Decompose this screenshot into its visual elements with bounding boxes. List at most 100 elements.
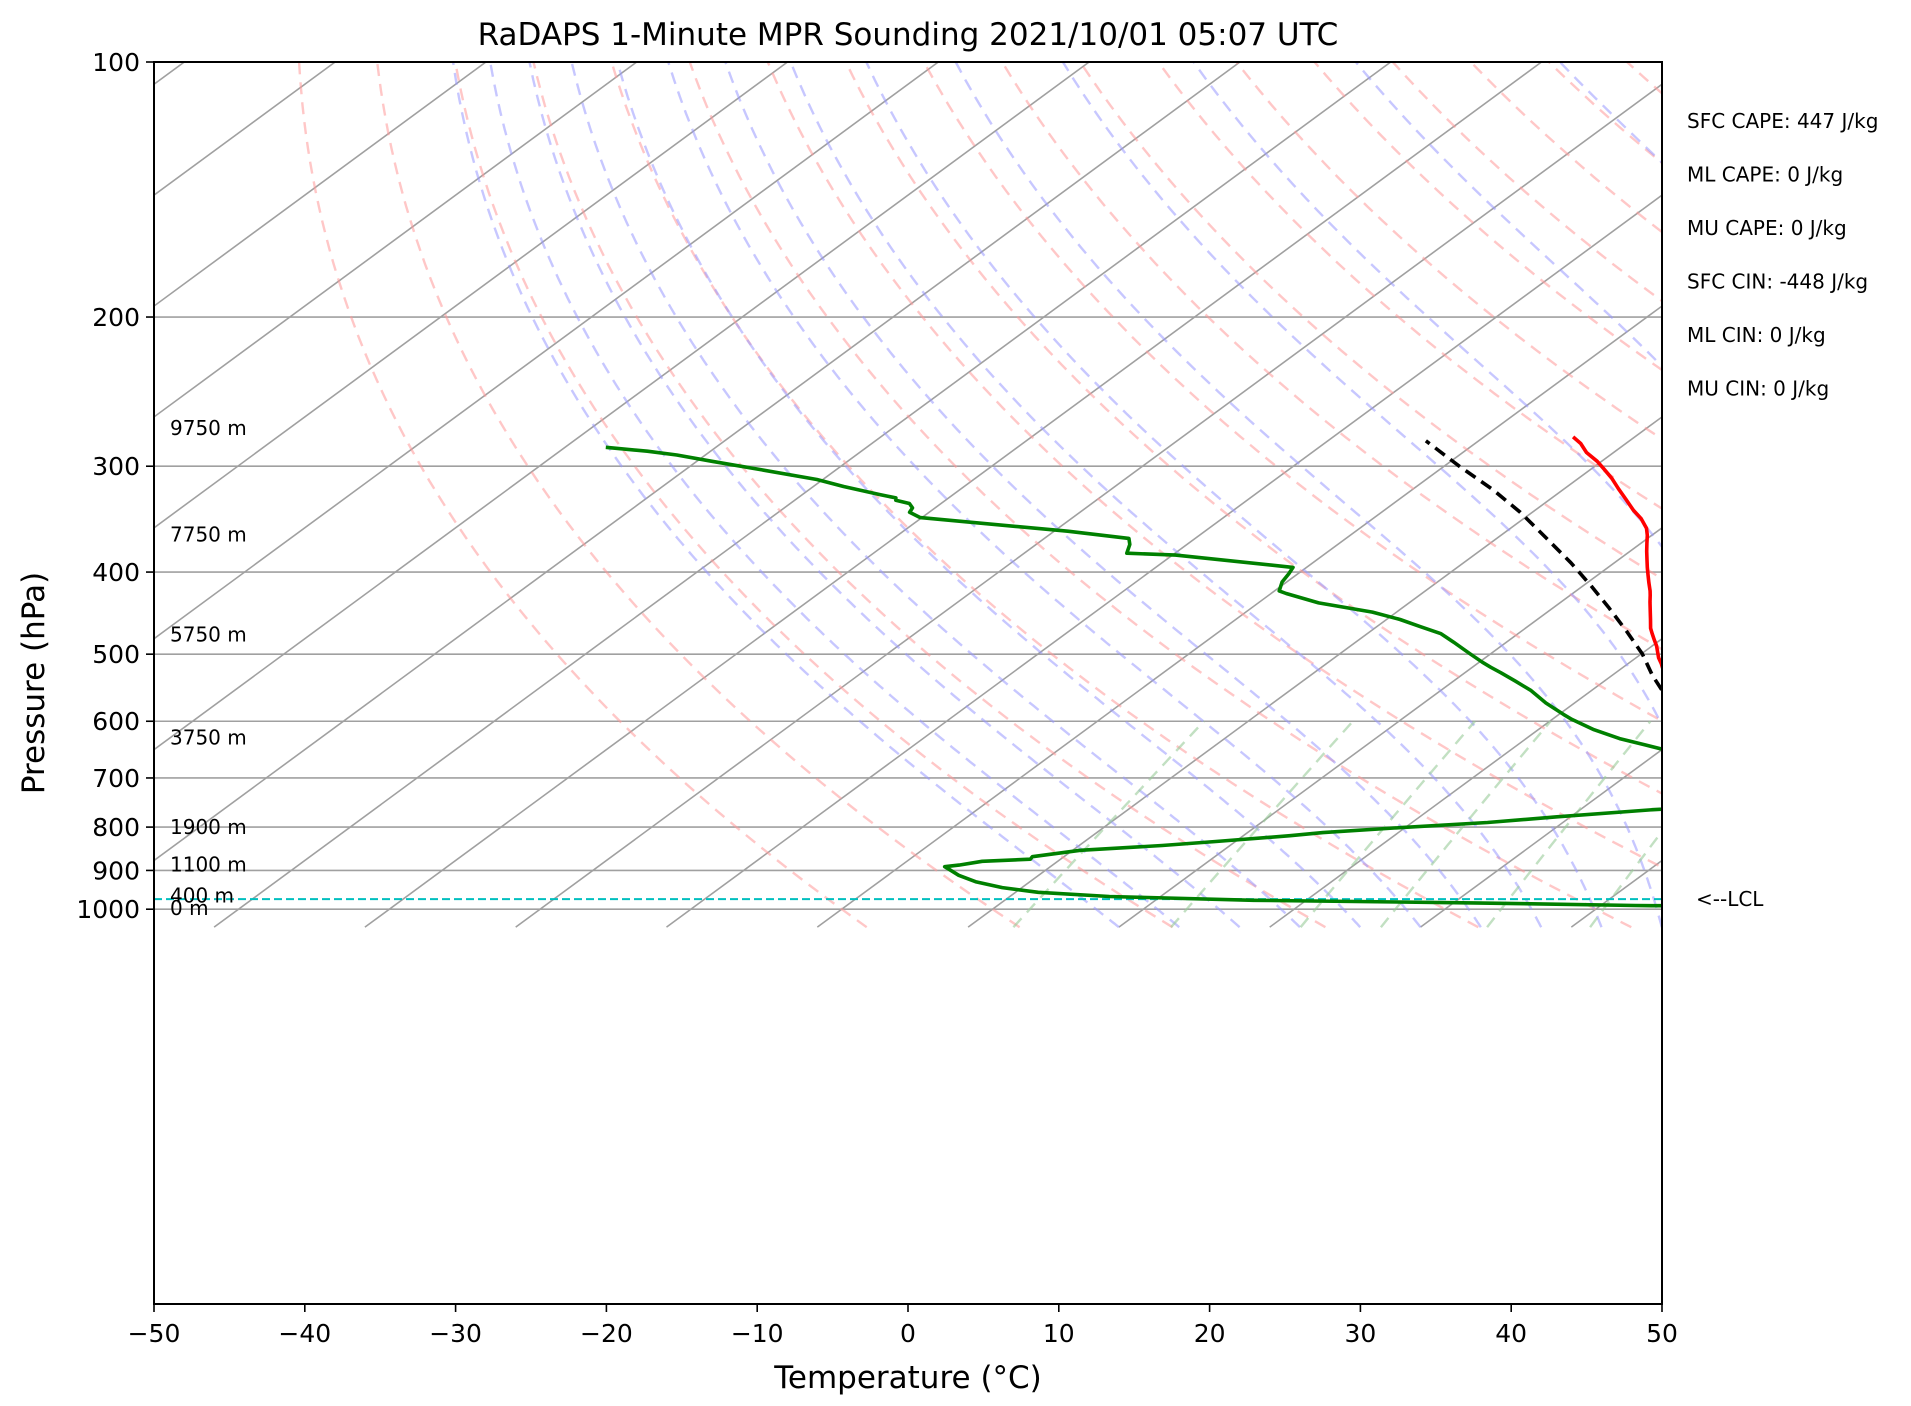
height-label: 1100 m	[170, 853, 247, 877]
height-label: 9750 m	[170, 416, 247, 440]
height-label: 0 m	[170, 896, 209, 920]
x-tick-label: −50	[128, 1319, 181, 1348]
mixing-ratio-line	[1379, 720, 1552, 928]
isotherm	[154, 62, 939, 640]
moist-adiabat	[1814, 62, 1911, 927]
height-label: 400 m	[170, 884, 234, 908]
dewpoint-line	[605, 445, 1662, 908]
mixing-ratio-line	[1589, 829, 1662, 928]
isotherm	[816, 305, 1662, 928]
y-tick-label: 1000	[76, 895, 140, 924]
data-series	[605, 435, 1662, 908]
dry-adiabat	[766, 62, 1662, 869]
isotherm	[154, 62, 336, 197]
x-tick-label: 10	[1043, 1319, 1075, 1348]
stat-line: SFC CIN: -448 J/kg	[1687, 270, 1868, 294]
isotherm	[967, 415, 1662, 928]
isotherm	[154, 62, 638, 418]
isotherm	[213, 62, 1392, 928]
isotherm	[154, 62, 788, 529]
dry-adiabat	[1391, 62, 1662, 303]
stat-line: ML CAPE: 0 J/kg	[1687, 163, 1843, 187]
isotherm	[154, 62, 487, 308]
temperature-line	[1571, 435, 1662, 673]
y-tick-label: 700	[92, 764, 140, 793]
stat-line: SFC CAPE: 447 J/kg	[1687, 109, 1878, 133]
y-tick-label: 200	[92, 303, 140, 332]
dry-adiabat	[688, 62, 1632, 929]
x-tick-label: −20	[580, 1319, 633, 1348]
x-tick-label: −10	[731, 1319, 784, 1348]
stat-line: MU CIN: 0 J/kg	[1687, 377, 1829, 401]
x-tick-label: −30	[429, 1319, 482, 1348]
y-axis-label: Pressure (hPa)	[16, 572, 52, 794]
height-label: 3750 m	[170, 726, 247, 750]
dry-adiabat	[1313, 62, 1662, 372]
x-tick-label: 30	[1344, 1319, 1376, 1348]
dry-adiabat	[1469, 62, 1662, 234]
isotherm	[154, 62, 1090, 751]
y-tick-label: 800	[92, 813, 140, 842]
height-label: 7750 m	[170, 522, 247, 546]
dry-adiabat	[844, 62, 1662, 795]
x-tick-label: 40	[1495, 1319, 1527, 1348]
chart-title: RaDAPS 1-Minute MPR Sounding 2021/10/01 …	[478, 17, 1339, 53]
height-label: 1900 m	[170, 815, 247, 839]
dry-adiabat	[1235, 62, 1662, 441]
moist-adiabat	[865, 62, 1603, 928]
axis-ticks: −50 −40 −30 −20 −10 0 10 20 30 40 50 100 200 300 400 50…	[76, 48, 1678, 1348]
dry-adiabat	[922, 62, 1662, 723]
dry-adiabat	[610, 62, 1479, 929]
mixing-ratio-line	[1486, 720, 1652, 928]
height-label: 5750 m	[170, 622, 247, 646]
dry-adiabat	[532, 62, 1326, 929]
dry-adiabat	[1157, 62, 1662, 511]
dry-adiabat	[1705, 62, 1911, 927]
y-tick-label: 100	[92, 48, 140, 77]
y-tick-label: 600	[92, 707, 140, 736]
plot-frame	[153, 61, 1663, 1305]
isotherm	[364, 62, 1542, 928]
isotherm	[666, 194, 1662, 928]
mixing-ratio-line	[1751, 721, 1897, 927]
isotherm	[154, 62, 185, 86]
x-axis-label: Temperature (°C)	[773, 1360, 1042, 1396]
mixing-ratio-line	[1299, 720, 1476, 928]
dry-adiabat	[1626, 62, 1662, 95]
lcl-label: <--LCL	[1696, 887, 1764, 911]
isotherm	[1722, 62, 1911, 927]
stats-panel: SFC CAPE: 447 J/kg ML CAPE: 0 J/kg MU CAPE…	[1687, 109, 1878, 401]
stat-line: ML CIN: 0 J/kg	[1687, 323, 1826, 347]
mixing-ratio-line	[1851, 721, 1911, 927]
moist-adiabat	[789, 62, 1543, 928]
parcel-line	[1424, 439, 1662, 694]
moist-adiabat	[451, 62, 1120, 929]
mixing-ratio-line	[1806, 721, 1911, 927]
moist-adiabat	[570, 62, 1301, 929]
moist-adiabat	[616, 62, 1362, 928]
isotherm	[1420, 748, 1662, 928]
dry-adiabat	[376, 62, 1021, 929]
y-tick-label: 900	[92, 856, 140, 885]
y-tick-label: 500	[92, 640, 140, 669]
x-tick-label: 0	[900, 1319, 916, 1348]
isotherm	[515, 83, 1662, 928]
stat-line: MU CAPE: 0 J/kg	[1687, 216, 1847, 240]
isotherm	[1873, 62, 1911, 927]
moist-adiabat	[528, 62, 1241, 929]
x-tick-label: 50	[1646, 1319, 1678, 1348]
dry-adiabat	[1001, 62, 1662, 651]
isotherm	[154, 62, 1241, 862]
moist-adiabat	[724, 62, 1482, 928]
moist-adiabat	[489, 62, 1180, 929]
y-tick-label: 400	[92, 558, 140, 587]
x-tick-label: −40	[278, 1319, 331, 1348]
y-tick-label: 300	[92, 452, 140, 481]
dry-adiabat	[1079, 62, 1662, 581]
isotherm	[1118, 526, 1662, 928]
dry-adiabat	[297, 62, 868, 929]
x-tick-label: 20	[1194, 1319, 1226, 1348]
mixing-ratio-line	[1170, 720, 1354, 928]
moist-adiabat	[667, 62, 1422, 928]
